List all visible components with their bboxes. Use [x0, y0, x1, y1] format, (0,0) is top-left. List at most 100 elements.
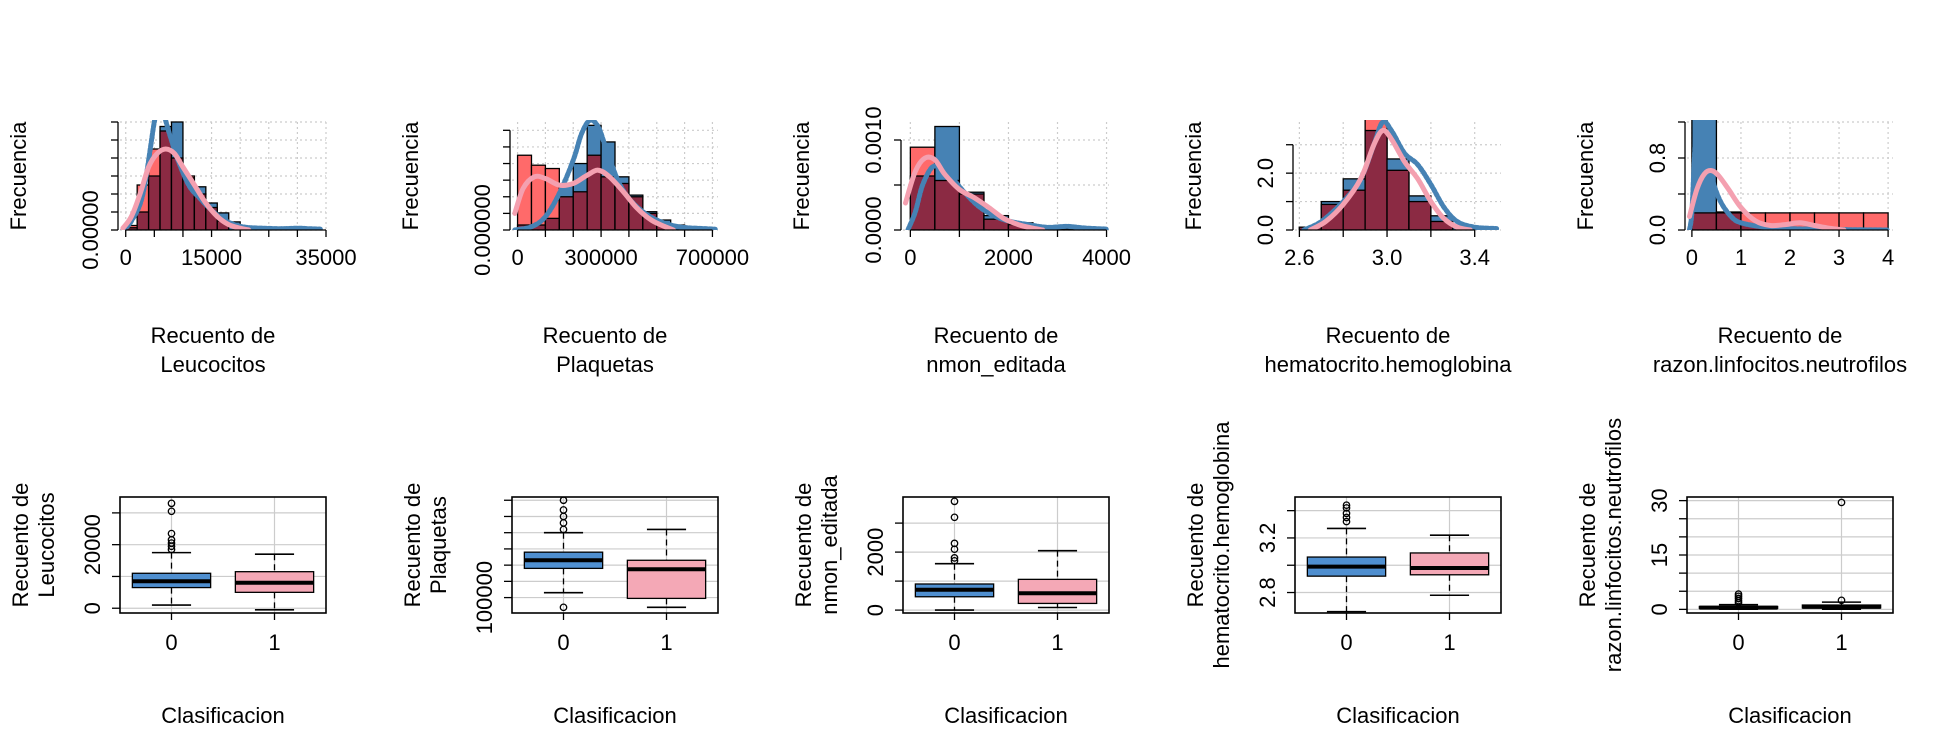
x-tick-label: 3.4	[1459, 245, 1490, 270]
boxplot-panel-hematocrito.hemoglobina: 0 1 2.8 3.2 Recuento de hematocrito.hemoglobi…	[1183, 421, 1502, 728]
x-axis-title-line1: Recuento de	[151, 323, 276, 348]
x-tick-label: 0	[1686, 245, 1698, 270]
x-axis-title-line2: hematocrito.hemoglobina	[1264, 352, 1512, 377]
y-axis-title-line1: Recuento de	[8, 483, 33, 608]
boxplot-marks	[523, 497, 707, 612]
histogram-bar-overlap	[159, 130, 173, 230]
outlier-point-0	[950, 539, 959, 548]
outlier-point-0	[1734, 594, 1743, 603]
y-axis-title-line2: hematocrito.hemoglobina	[1209, 421, 1234, 669]
x-axis-title: Clasificacion	[1728, 703, 1852, 728]
outlier-point-0	[559, 603, 568, 612]
density-curve-1	[120, 146, 252, 230]
y-tick-label: 30	[1647, 488, 1672, 512]
x-tick-label: 35000	[295, 245, 356, 270]
x-axis-title: Clasificacion	[944, 703, 1068, 728]
histogram-bar-overlap	[136, 211, 150, 230]
histogram-panel-hematocrito.hemoglobina: 2.6 3.0 3.4 0.0 2.0 Frecuencia Recuento de hema…	[1181, 120, 1512, 377]
x-axis-title-line1: Recuento de	[543, 323, 668, 348]
y-tick-label: 0.0	[1253, 215, 1278, 246]
outlier-point-0	[1342, 501, 1351, 510]
outlier-point-0	[1342, 513, 1351, 522]
y-tick-label: 100000	[472, 561, 497, 634]
histogram-bar-overlap	[558, 196, 574, 230]
density-curve-1	[1687, 168, 1847, 230]
x-tick-label: 700000	[676, 245, 749, 270]
x-tick-label: 2.6	[1284, 245, 1315, 270]
y-tick-label: 0.0	[1645, 215, 1670, 246]
x-axis-title-line2: Plaquetas	[556, 352, 654, 377]
density-curve-1	[1307, 127, 1473, 230]
y-tick-label: 2000	[863, 528, 888, 577]
y-axis-title-line2: razon.linfocitos.neutrofilos	[1601, 418, 1626, 672]
boxplot-marks	[914, 497, 1098, 611]
density-curve-0	[512, 120, 718, 230]
outlier-point-0	[167, 539, 176, 547]
histogram-panel-nmon_editada: 0 2000 4000 0.0000 0.0010 Frecuencia Recuento …	[789, 106, 1131, 377]
x-tick-label: 0	[904, 245, 916, 270]
x-tick-label: 4000	[1082, 245, 1131, 270]
boxplot-panel-Leucocitos: 0 1 0 20000 Recuento de Leucocitos Clasificaci…	[8, 483, 327, 728]
density-curves	[1301, 120, 1500, 230]
histogram-bar-overlap	[1386, 169, 1410, 230]
y-tick-label: 0.0010	[861, 106, 886, 173]
y-tick-label: 0.0000	[861, 196, 886, 263]
outlier-point-0	[1734, 590, 1743, 599]
x-tick-label: 3.0	[1372, 245, 1403, 270]
histogram-bar-overlap	[544, 217, 560, 230]
outlier-point-0	[1342, 509, 1351, 518]
boxplot-marks	[131, 499, 315, 611]
x-tick-label: 300000	[564, 245, 637, 270]
y-tick-label: 0.000000	[470, 184, 495, 276]
histogram-bar-overlap	[1691, 212, 1718, 230]
boxplot-panel-razon.linfocitos.neutrofilos: 0 1 0 15 30 Recuento de razon.linfocitos.neutr…	[1575, 418, 1894, 728]
y-axis-title: Frecuencia	[1181, 121, 1206, 231]
histogram-panel-Leucocitos: 0 15000 35000 0.00000 Frecuencia Recuento de L…	[6, 120, 357, 377]
outlier-point-0	[1734, 592, 1743, 601]
outlier-point-0	[167, 507, 176, 516]
histogram-bar-overlap	[586, 154, 602, 230]
x-tick-label: 0	[120, 245, 132, 270]
density-curves	[903, 154, 1109, 230]
y-axis-title-line2: Plaquetas	[426, 496, 451, 594]
outlier-point-0	[167, 529, 176, 538]
x-axis-title-line1: Recuento de	[1326, 323, 1451, 348]
density-curves	[120, 120, 323, 230]
histogram-panel-razon.linfocitos.neutrofilos: 0 1 2 3 4 0.0 0.8 Frecuencia Recuento de razon.li…	[1573, 120, 1907, 377]
y-axis-title: Frecuencia	[6, 121, 31, 231]
x-tick-label: 0	[1340, 630, 1352, 655]
x-axis-title-line2: razon.linfocitos.neutrofilos	[1653, 352, 1907, 377]
histogram-bar-overlap	[147, 175, 161, 230]
outlier-point-0	[167, 499, 176, 508]
outlier-point-1	[1837, 498, 1846, 507]
density-curves	[1687, 120, 1891, 230]
plot-frame	[902, 496, 1110, 614]
outlier-point-0	[950, 497, 959, 506]
x-tick-label: 1	[1835, 630, 1847, 655]
y-tick-label: 0.00000	[78, 190, 103, 270]
y-tick-label: 15	[1647, 543, 1672, 567]
y-axis-title-line1: Recuento de	[1183, 483, 1208, 608]
y-axis-title: Frecuencia	[398, 121, 423, 231]
histogram-bars	[125, 121, 321, 230]
density-curves	[512, 120, 718, 230]
x-axis-title-line1: Recuento de	[1718, 323, 1843, 348]
y-axis-title: Frecuencia	[789, 121, 814, 231]
histogram-bar-overlap	[600, 176, 616, 230]
y-axis-title-line1: Recuento de	[400, 483, 425, 608]
x-tick-label: 0	[511, 245, 523, 270]
x-tick-label: 0	[948, 630, 960, 655]
y-axis-title-line2: nmon_editada	[817, 475, 842, 615]
histogram-bar-overlap	[572, 191, 588, 230]
x-tick-label: 0	[165, 630, 177, 655]
box-1	[1409, 552, 1490, 576]
x-tick-label: 15000	[181, 245, 242, 270]
outlier-point-1	[1837, 596, 1846, 605]
density-curve-0	[1687, 120, 1891, 230]
x-tick-label: 1	[268, 630, 280, 655]
histogram-bar-overlap	[1408, 200, 1432, 230]
histogram-panel-Plaquetas: 0 300000 700000 0.000000 Frecuencia Recuento …	[398, 120, 749, 377]
density-curve-1	[903, 154, 1046, 230]
y-tick-label: 20000	[80, 514, 105, 575]
boxplot-panel-Plaquetas: 0 1 100000 Recuento de Plaquetas Clasificacio…	[400, 483, 719, 728]
